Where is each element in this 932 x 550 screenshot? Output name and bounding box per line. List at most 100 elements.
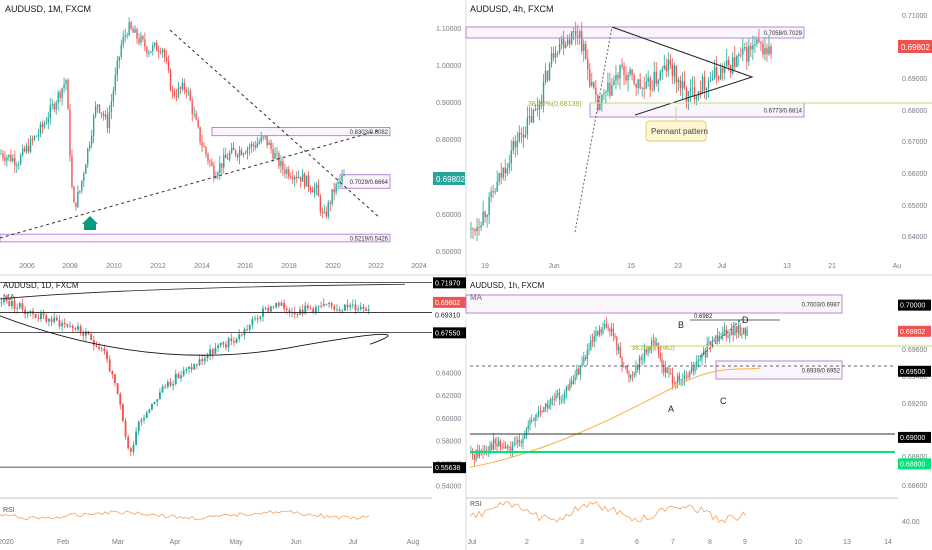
hourly-candle	[505, 446, 507, 449]
panel-hourly: AUDUSD, 1h, FXCM MA 0.69600 0.69400 0.6920…	[465, 281, 932, 546]
daily-candle	[338, 309, 341, 312]
monthly-candle	[65, 79, 67, 85]
4h-candle	[770, 46, 772, 55]
monthly-candle	[199, 126, 201, 143]
daily-candle	[341, 310, 344, 312]
hourly-candle	[722, 331, 724, 337]
monthly-candle	[211, 162, 213, 166]
hourly-candle	[534, 416, 536, 421]
monthly-candle	[181, 82, 184, 89]
monthly-candle	[313, 187, 316, 193]
4h-candle	[532, 110, 535, 123]
daily-candle	[84, 331, 87, 336]
monthly-candle	[187, 91, 189, 93]
4h-candle	[673, 65, 676, 77]
4h-candle	[609, 82, 611, 96]
daily-candle	[296, 314, 299, 316]
hourly-price-tag	[898, 458, 931, 470]
panel-daily-rsi-line	[0, 509, 370, 521]
hourly-candle	[471, 452, 474, 456]
hourly-candle	[605, 324, 608, 326]
monthly-candle	[240, 149, 243, 156]
monthly-candle	[161, 50, 164, 53]
monthly-candle	[67, 79, 69, 110]
hourly-candle	[711, 339, 713, 346]
monthly-candle	[284, 169, 286, 174]
daily-candle	[225, 344, 227, 348]
4h-x-tick: 15	[627, 263, 635, 270]
daily-candle	[264, 307, 267, 309]
hourly-candle	[607, 325, 609, 329]
hourly-candle	[743, 327, 745, 334]
monthly-candle	[254, 145, 256, 148]
4h-x-tick: Jul	[718, 263, 727, 270]
hourly-candle	[572, 380, 574, 385]
4h-candle	[695, 96, 698, 100]
4h-candle	[472, 228, 474, 230]
monthly-candle	[337, 182, 339, 184]
monthly-candle	[209, 160, 211, 163]
daily-x-tick: Jun	[290, 539, 301, 546]
hourly-candle	[510, 447, 512, 453]
4h-zone	[465, 26, 805, 39]
4h-candle	[492, 191, 494, 193]
monthly-candle	[301, 173, 304, 182]
4h-candle	[558, 44, 561, 53]
hourly-candle	[536, 415, 538, 417]
daily-candle	[18, 303, 21, 308]
hourly-candle	[640, 357, 642, 360]
daily-candle	[166, 381, 169, 388]
hourly-candle	[511, 445, 514, 453]
4h-candle	[681, 81, 684, 89]
daily-candle	[256, 318, 259, 320]
4h-price-tag	[898, 40, 932, 53]
panel-daily-candles	[0, 294, 370, 457]
4h-candle	[764, 47, 766, 55]
daily-candle	[346, 304, 349, 308]
daily-candle	[367, 309, 370, 311]
daily-candle	[230, 338, 233, 342]
monthly-candle	[232, 147, 235, 151]
hourly-candle	[626, 366, 628, 373]
daily-candle	[143, 417, 145, 420]
4h-candle	[665, 65, 668, 72]
monthly-candle	[116, 60, 118, 75]
4h-x-tick: 23	[674, 263, 682, 270]
hourly-x-tick: 7	[671, 539, 675, 546]
4h-candle	[645, 81, 647, 89]
monthly-candle	[10, 154, 12, 162]
daily-candle	[193, 364, 196, 370]
monthly-candle	[258, 141, 260, 144]
daily-candle	[285, 308, 288, 310]
daily-trend-line	[0, 283, 406, 300]
hourly-x-tick: 14	[884, 539, 892, 546]
daily-candle	[299, 309, 301, 315]
daily-x-tick: Mar	[112, 539, 125, 546]
monthly-price-tag-label: 0.69802	[436, 175, 465, 184]
panel-4h-x-axis: 19 Jun 15 23 Jul 13 21 Au	[481, 263, 901, 270]
hourly-candle	[491, 444, 493, 450]
daily-price-tag	[433, 277, 466, 289]
monthly-candle	[223, 154, 225, 168]
4h-candle	[577, 35, 579, 38]
hourly-candle	[713, 339, 715, 342]
monthly-y-tick: 0.80000	[436, 137, 461, 144]
4h-candle	[667, 59, 670, 72]
daily-y-tick: 0.64000	[436, 371, 461, 378]
monthly-candle	[27, 145, 30, 152]
monthly-candle	[167, 61, 170, 70]
4h-candle	[474, 228, 476, 232]
monthly-candle	[49, 105, 51, 119]
hourly-candle	[621, 357, 623, 366]
hourly-candle	[501, 446, 503, 448]
monthly-candle	[39, 124, 42, 134]
hourly-candle	[650, 341, 653, 348]
monthly-x-tick: 2006	[19, 263, 35, 270]
hourly-candle	[527, 425, 529, 429]
4h-candle	[593, 82, 595, 88]
daily-candle	[161, 386, 164, 393]
monthly-y-tick: 0.50000	[436, 249, 461, 256]
monthly-candle	[290, 176, 292, 178]
daily-x-tick: 2020	[0, 539, 14, 546]
